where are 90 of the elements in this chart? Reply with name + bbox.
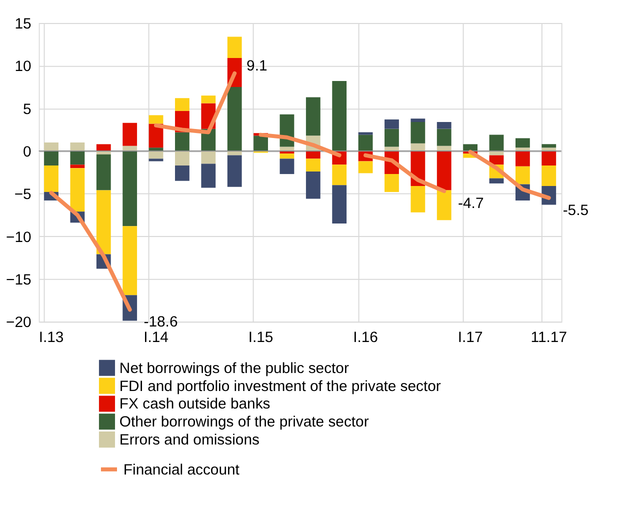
bar bbox=[436, 151, 452, 190]
bar bbox=[70, 142, 85, 152]
bar bbox=[306, 158, 320, 172]
bar bbox=[227, 87, 242, 152]
bar bbox=[227, 151, 242, 156]
line-series bbox=[258, 132, 342, 158]
bar bbox=[96, 190, 111, 254]
bar bbox=[542, 166, 556, 186]
x-tick-label: I.15 bbox=[248, 329, 274, 346]
data-label: -18.6 bbox=[144, 314, 178, 331]
bar bbox=[384, 146, 399, 152]
bar bbox=[44, 166, 58, 192]
bar bbox=[280, 158, 294, 174]
legend-label: Other borrowings of the private sector bbox=[119, 414, 369, 431]
bar bbox=[542, 144, 556, 148]
bar bbox=[175, 98, 190, 111]
bar bbox=[306, 171, 320, 199]
bar bbox=[410, 118, 426, 122]
bar bbox=[515, 151, 530, 166]
bar bbox=[358, 134, 373, 152]
data-label: -4.7 bbox=[458, 195, 484, 212]
x-tick-label: I.16 bbox=[353, 329, 378, 346]
legend-label: Net borrowings of the public sector bbox=[119, 360, 349, 377]
x-tick-label: I.13 bbox=[38, 329, 64, 346]
data-label: -5.5 bbox=[562, 202, 589, 219]
bar bbox=[201, 151, 216, 164]
data-label: 9.1 bbox=[246, 57, 268, 74]
bar bbox=[463, 144, 478, 152]
bar bbox=[175, 132, 190, 152]
bar bbox=[227, 155, 242, 187]
bar bbox=[358, 161, 373, 174]
y-tick-label: −5 bbox=[14, 186, 32, 204]
bar bbox=[201, 164, 216, 188]
legend-label: FX cash outside banks bbox=[119, 396, 270, 413]
bar bbox=[436, 128, 452, 146]
bar bbox=[515, 138, 530, 148]
bar bbox=[201, 96, 216, 104]
line-series bbox=[49, 190, 132, 312]
bar bbox=[436, 122, 452, 129]
y-tick-label: 15 bbox=[14, 16, 32, 33]
bar bbox=[384, 128, 399, 147]
bar bbox=[306, 97, 320, 136]
legend-label: Financial account bbox=[123, 461, 240, 478]
bar bbox=[489, 178, 504, 184]
bar bbox=[122, 226, 138, 296]
bar bbox=[358, 132, 373, 135]
bar bbox=[70, 151, 85, 165]
bar bbox=[384, 174, 399, 192]
bar bbox=[148, 158, 164, 162]
bar bbox=[227, 36, 242, 58]
legend-label: Errors and omissions bbox=[119, 432, 260, 449]
bar bbox=[384, 119, 399, 129]
bar bbox=[280, 146, 294, 152]
bar bbox=[96, 144, 111, 152]
bar bbox=[332, 164, 347, 186]
bar bbox=[306, 151, 320, 159]
y-tick-label: 0 bbox=[23, 143, 32, 160]
bar bbox=[44, 142, 58, 152]
line-series bbox=[154, 71, 237, 134]
x-tick-label: I.17 bbox=[458, 329, 483, 346]
y-tick-label: −15 bbox=[6, 271, 32, 288]
bar bbox=[148, 115, 164, 124]
bar bbox=[70, 168, 85, 212]
y-tick-label: 5 bbox=[23, 100, 32, 118]
line-series bbox=[364, 153, 446, 194]
bar bbox=[175, 166, 190, 181]
bar bbox=[489, 134, 504, 152]
y-tick-label: −10 bbox=[6, 228, 32, 246]
bar bbox=[410, 143, 426, 152]
bar bbox=[515, 166, 530, 184]
bar bbox=[489, 151, 504, 156]
bar bbox=[410, 122, 426, 144]
x-tick-label: I.14 bbox=[144, 329, 168, 346]
bar bbox=[332, 81, 347, 152]
bar bbox=[410, 186, 426, 212]
bar bbox=[332, 185, 347, 224]
bar bbox=[542, 151, 556, 166]
bar bbox=[280, 154, 294, 159]
bar bbox=[122, 122, 138, 146]
bar bbox=[436, 190, 452, 220]
bar bbox=[70, 164, 85, 168]
legend-label: FDI and portfolio investment of the private sector bbox=[119, 378, 441, 395]
bar bbox=[44, 151, 58, 166]
x-tick-label: 11.17 bbox=[530, 329, 567, 346]
bar bbox=[175, 151, 190, 166]
bar bbox=[122, 151, 138, 226]
bar bbox=[254, 136, 268, 152]
y-tick-label: −20 bbox=[6, 314, 32, 332]
y-tick-label: 10 bbox=[14, 58, 32, 76]
bar bbox=[96, 154, 111, 190]
